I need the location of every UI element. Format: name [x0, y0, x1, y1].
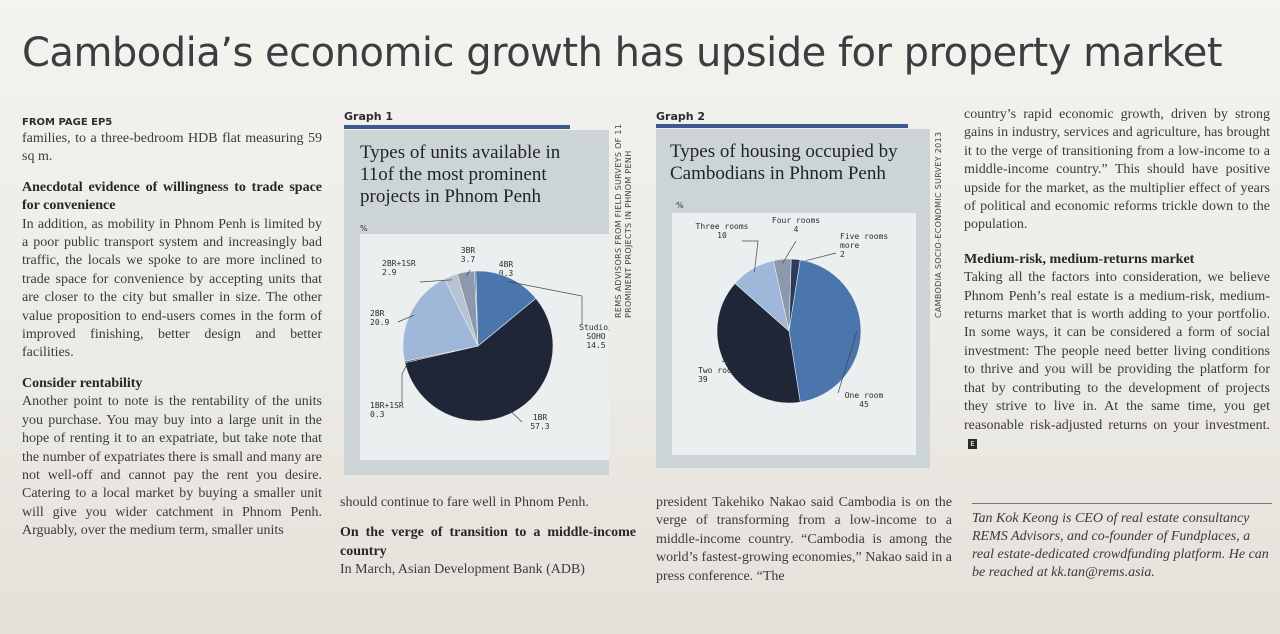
- graph-2-panel: Types of housing occupied by Cambodians …: [656, 129, 930, 468]
- subhead-consider-rentability: Consider rentability: [22, 375, 143, 391]
- graph-1-unit: %: [360, 224, 368, 233]
- column-4-paragraph-2: Taking all the factors into consideratio…: [964, 269, 1270, 453]
- column-2: should continue to fare well in Phnom Pe…: [340, 494, 636, 580]
- pie-label-3br: 3BR 3.7: [461, 246, 476, 264]
- graph-1-title: Types of units available in 11of the mos…: [360, 142, 561, 207]
- graph-1-label: Graph 1: [344, 110, 394, 123]
- graph-2-unit: %: [676, 201, 684, 210]
- leader-line-2br: [397, 314, 415, 323]
- graph-2-source: CAMBODIA SOCIO-ECONOMIC SURVEY 2013: [934, 132, 944, 318]
- leader-line-studio-soho: [507, 281, 583, 324]
- graph-2-title: Types of housing occupied by Cambodians …: [670, 141, 898, 184]
- leader-line-four-rooms: [782, 240, 797, 264]
- byline-divider: [972, 503, 1272, 504]
- pie-slice-three-rooms: [734, 260, 790, 332]
- column-3: president Takehiko Nakao said Cambodia i…: [656, 494, 952, 586]
- subhead-medium-risk: Medium-risk, medium-returns market: [964, 251, 1195, 267]
- column-1-paragraph-1: families, to a three-bedroom HDB flat me…: [22, 131, 322, 165]
- pie-label-1br: 1BR 57.3: [530, 413, 549, 431]
- graph-2-plot: Four rooms 4 Five rooms more 2 One room 45 Two …: [672, 213, 916, 455]
- graph-2-source-text: CAMBODIA SOCIO-ECONOMIC SURVEY 2013: [934, 131, 943, 318]
- graph-1-source-text: REMS ADVISORS FROM FIELD SURVEYS OF 11 P…: [614, 123, 633, 318]
- pie-slice-2br-1sr: [444, 273, 479, 347]
- pie-label-4br: 4BR 0.3: [499, 260, 514, 278]
- pie-label-five-rooms-or-more: Five rooms more 2: [840, 232, 888, 259]
- graph-2-pie-chart: Four rooms 4 Five rooms more 2 One room 45 Two …: [696, 216, 889, 409]
- column-1: FROM PAGE EP5 families, to a three-bedro…: [22, 116, 322, 541]
- subhead-verge-of-transition: On the verge of transition to a middle-i…: [340, 525, 636, 559]
- graph-1-rule: [344, 125, 570, 129]
- graph-2-label: Graph 2: [656, 110, 706, 123]
- column-4-paragraph-2-text: Taking all the factors into consideratio…: [964, 270, 1270, 433]
- column-2-paragraph-1: should continue to fare well in Phnom Pe…: [340, 495, 589, 510]
- graph-1-source: REMS ADVISORS FROM FIELD SURVEYS OF 11 P…: [614, 118, 634, 318]
- column-3-paragraph-1: president Takehiko Nakao said Cambodia i…: [656, 495, 952, 584]
- subhead-anecdotal-evidence: Anecdotal evidence of willingness to tra…: [22, 179, 322, 214]
- pie-label-three-rooms: Three rooms 10: [696, 222, 749, 240]
- leader-line-1br: [509, 409, 523, 423]
- leader-line-one-room: [837, 330, 858, 394]
- leader-line-two-rooms: [721, 360, 730, 365]
- pie-slice-1br: [404, 297, 554, 422]
- leader-line-3br: [466, 269, 471, 277]
- leader-line-1br-1sr: [401, 361, 409, 402]
- pie-label-one-room: One room 45: [845, 391, 884, 409]
- pie-label-two-rooms: Two rooms 39: [698, 366, 742, 384]
- column-1-paragraph-2: In addition, as mobility in Phnom Penh i…: [22, 216, 322, 361]
- pie-label-1br-1sr: 1BR+1SR 0.3: [370, 401, 404, 419]
- graph-2-rule: [656, 124, 908, 128]
- pie-slice-2br: [402, 278, 479, 362]
- leader-line-three-rooms: [742, 240, 759, 273]
- headline: Cambodia’s economic growth has upside fo…: [22, 30, 1223, 76]
- pie-label-2br-1sr: 2BR+1SR 2.9: [382, 259, 416, 277]
- graph-1-panel: Types of units available in 11of the mos…: [344, 130, 613, 475]
- author-byline: Tan Kok Keong is CEO of real estate cons…: [972, 511, 1269, 580]
- leader-line-2br-1sr: [419, 279, 453, 283]
- pie-slice-one-room: [788, 259, 862, 403]
- pie-slice-two-rooms: [716, 282, 801, 404]
- end-of-article-mark: E: [968, 438, 977, 449]
- pie-label-2br: 2BR 20.9: [370, 309, 389, 327]
- column-4: country’s rapid economic growth, driven …: [964, 106, 1270, 453]
- from-page-kicker: FROM PAGE EP5: [22, 117, 113, 128]
- column-4-paragraph-1: country’s rapid economic growth, driven …: [964, 107, 1270, 233]
- column-2-paragraph-2: In March, Asian Development Bank (ADB): [340, 562, 585, 578]
- pie-slice-studio-soho: [475, 270, 537, 347]
- column-1-paragraph-3: Another point to note is the rentability…: [22, 394, 322, 539]
- pie-label-four-rooms: Four rooms 4: [772, 216, 820, 234]
